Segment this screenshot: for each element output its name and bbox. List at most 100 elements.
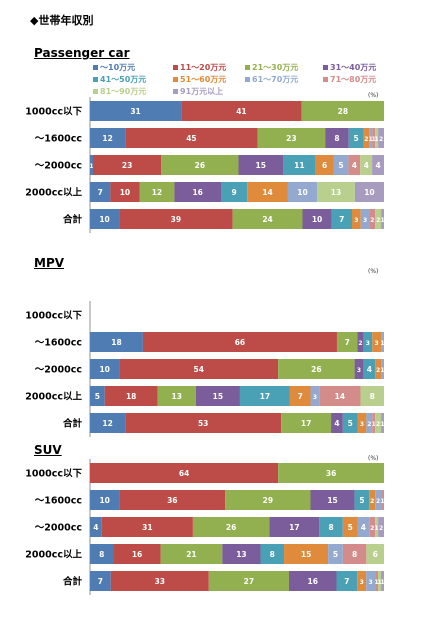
category-label: 1000cc以下 bbox=[25, 311, 82, 322]
data-label: 1 bbox=[375, 525, 379, 532]
bar-segment bbox=[90, 359, 120, 379]
bar-segment bbox=[278, 359, 355, 379]
data-label: 16 bbox=[308, 577, 318, 586]
page-title: ◆世帯年収別 bbox=[30, 14, 94, 27]
data-label: 3 bbox=[313, 394, 317, 401]
data-label: 15 bbox=[213, 392, 223, 401]
bar-segment bbox=[360, 386, 384, 406]
legend-swatch bbox=[245, 77, 250, 82]
data-label: 2 bbox=[379, 525, 383, 532]
bar-segment bbox=[357, 332, 364, 352]
bar-segment bbox=[381, 359, 384, 379]
bar-segment bbox=[161, 155, 239, 175]
bar-segment bbox=[302, 209, 332, 229]
data-label: 31 bbox=[142, 523, 152, 532]
data-label: 12 bbox=[152, 188, 162, 197]
data-label: 3 bbox=[375, 340, 379, 347]
bar-segment bbox=[378, 571, 382, 591]
bar-segment bbox=[375, 209, 382, 229]
data-label: 3 bbox=[366, 340, 370, 347]
bar-segment bbox=[119, 490, 226, 510]
bar-segment bbox=[325, 128, 349, 148]
legend-item: 61～70万元 bbox=[245, 74, 298, 85]
legend-label: 81～90万元 bbox=[100, 87, 147, 96]
data-label: 13 bbox=[172, 392, 182, 401]
data-label: 10 bbox=[364, 188, 374, 197]
legend-label: 71～80万元 bbox=[330, 75, 377, 84]
legend-item: ～10万元 bbox=[93, 62, 135, 73]
legend-label: 31～40万元 bbox=[330, 63, 377, 72]
bar-segment bbox=[310, 386, 320, 406]
data-label: 26 bbox=[311, 365, 321, 374]
data-label: 5 bbox=[359, 496, 364, 505]
data-label: 33 bbox=[155, 577, 165, 586]
data-label: 1 bbox=[380, 498, 384, 505]
data-label: 24 bbox=[262, 215, 272, 224]
bar-segment bbox=[260, 544, 285, 564]
data-label: 5 bbox=[353, 134, 358, 143]
data-label: 10 bbox=[120, 188, 130, 197]
legend-item: 91万元以上 bbox=[173, 86, 223, 97]
data-label: 16 bbox=[192, 188, 202, 197]
bar-segment bbox=[110, 182, 140, 202]
legend-swatch bbox=[93, 89, 98, 94]
bar-segment bbox=[283, 155, 316, 175]
legend-swatch bbox=[173, 89, 178, 94]
data-label: 1 bbox=[372, 421, 376, 428]
bar-segment bbox=[104, 386, 158, 406]
data-label: 6 bbox=[322, 161, 327, 170]
bar-segment bbox=[315, 155, 334, 175]
data-label: 23 bbox=[286, 134, 296, 143]
bar-segment bbox=[90, 128, 126, 148]
bar-segment bbox=[90, 490, 120, 510]
bar-segment bbox=[354, 182, 384, 202]
bar-segment bbox=[284, 544, 329, 564]
data-label: 7 bbox=[344, 577, 349, 586]
data-label: 29 bbox=[263, 496, 273, 505]
bar-segment bbox=[113, 544, 161, 564]
bar-segment bbox=[238, 155, 284, 175]
data-label: 7 bbox=[345, 338, 350, 347]
data-label: 4 bbox=[367, 365, 372, 374]
legend-swatch bbox=[93, 77, 98, 82]
bar-segment bbox=[378, 128, 384, 148]
bar-segment bbox=[369, 490, 376, 510]
bar-segment bbox=[125, 413, 282, 433]
legend-label: 61～70万元 bbox=[252, 75, 299, 84]
data-label: 2 bbox=[370, 217, 374, 224]
bar-segment bbox=[331, 413, 343, 433]
bar-segment bbox=[328, 544, 343, 564]
bar-segment bbox=[372, 128, 376, 148]
bar-segment bbox=[222, 544, 261, 564]
legend-label: 11～20万元 bbox=[180, 63, 227, 72]
bar-segment bbox=[369, 209, 376, 229]
data-label: 2 bbox=[376, 498, 380, 505]
bar-segment bbox=[375, 517, 379, 537]
data-label: 1 bbox=[380, 367, 384, 374]
data-label: 15 bbox=[327, 496, 337, 505]
data-label: 8 bbox=[270, 550, 275, 559]
legend-label: 21～30万元 bbox=[252, 63, 299, 72]
data-label: 1 bbox=[369, 136, 373, 143]
data-label: 64 bbox=[179, 469, 189, 478]
category-label: ～2000cc bbox=[35, 161, 82, 172]
bar-segment bbox=[101, 517, 193, 537]
bar-segment bbox=[119, 209, 233, 229]
data-label: 45 bbox=[186, 134, 196, 143]
legend-label: 91万元以上 bbox=[180, 87, 224, 96]
data-label: 1 bbox=[380, 579, 384, 586]
data-label: 3 bbox=[354, 217, 358, 224]
bar-segment bbox=[366, 544, 384, 564]
bar-segment bbox=[288, 571, 337, 591]
category-label: 合計 bbox=[63, 214, 83, 226]
bar-segment bbox=[319, 517, 343, 537]
bar-segment bbox=[90, 463, 279, 483]
data-label: 3 bbox=[363, 217, 367, 224]
bar-segment bbox=[139, 182, 175, 202]
category-label: 2000cc以上 bbox=[25, 549, 82, 561]
bar-segment bbox=[378, 517, 384, 537]
data-label: 36 bbox=[326, 469, 336, 478]
data-label: 1 bbox=[377, 579, 381, 586]
category-label: 合計 bbox=[63, 576, 83, 588]
data-label: 18 bbox=[111, 338, 121, 347]
